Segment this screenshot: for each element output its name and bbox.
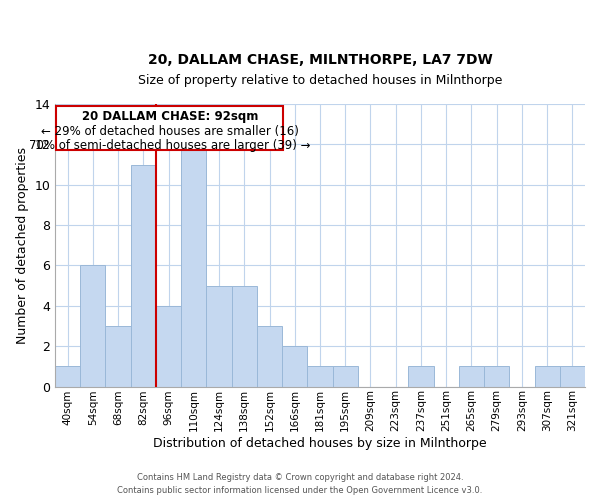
Bar <box>181 144 206 386</box>
Text: 20, DALLAM CHASE, MILNTHORPE, LA7 7DW: 20, DALLAM CHASE, MILNTHORPE, LA7 7DW <box>148 54 493 68</box>
Bar <box>257 326 282 386</box>
Text: Contains HM Land Registry data © Crown copyright and database right 2024.
Contai: Contains HM Land Registry data © Crown c… <box>118 474 482 495</box>
Bar <box>332 366 358 386</box>
X-axis label: Distribution of detached houses by size in Milnthorpe: Distribution of detached houses by size … <box>153 437 487 450</box>
Text: Size of property relative to detached houses in Milnthorpe: Size of property relative to detached ho… <box>138 74 502 87</box>
Bar <box>560 366 585 386</box>
Bar <box>206 286 232 386</box>
Bar <box>484 366 509 386</box>
Bar <box>80 266 106 386</box>
Text: 20 DALLAM CHASE: 92sqm: 20 DALLAM CHASE: 92sqm <box>82 110 258 123</box>
Bar <box>55 366 80 386</box>
Bar <box>131 164 156 386</box>
Bar <box>106 326 131 386</box>
Bar <box>232 286 257 386</box>
Text: ← 29% of detached houses are smaller (16): ← 29% of detached houses are smaller (16… <box>41 125 299 138</box>
Bar <box>307 366 332 386</box>
Bar <box>459 366 484 386</box>
Bar <box>409 366 434 386</box>
Bar <box>535 366 560 386</box>
Bar <box>156 306 181 386</box>
Bar <box>282 346 307 387</box>
Y-axis label: Number of detached properties: Number of detached properties <box>16 147 29 344</box>
FancyBboxPatch shape <box>56 106 283 150</box>
Text: 70% of semi-detached houses are larger (39) →: 70% of semi-detached houses are larger (… <box>29 140 311 152</box>
